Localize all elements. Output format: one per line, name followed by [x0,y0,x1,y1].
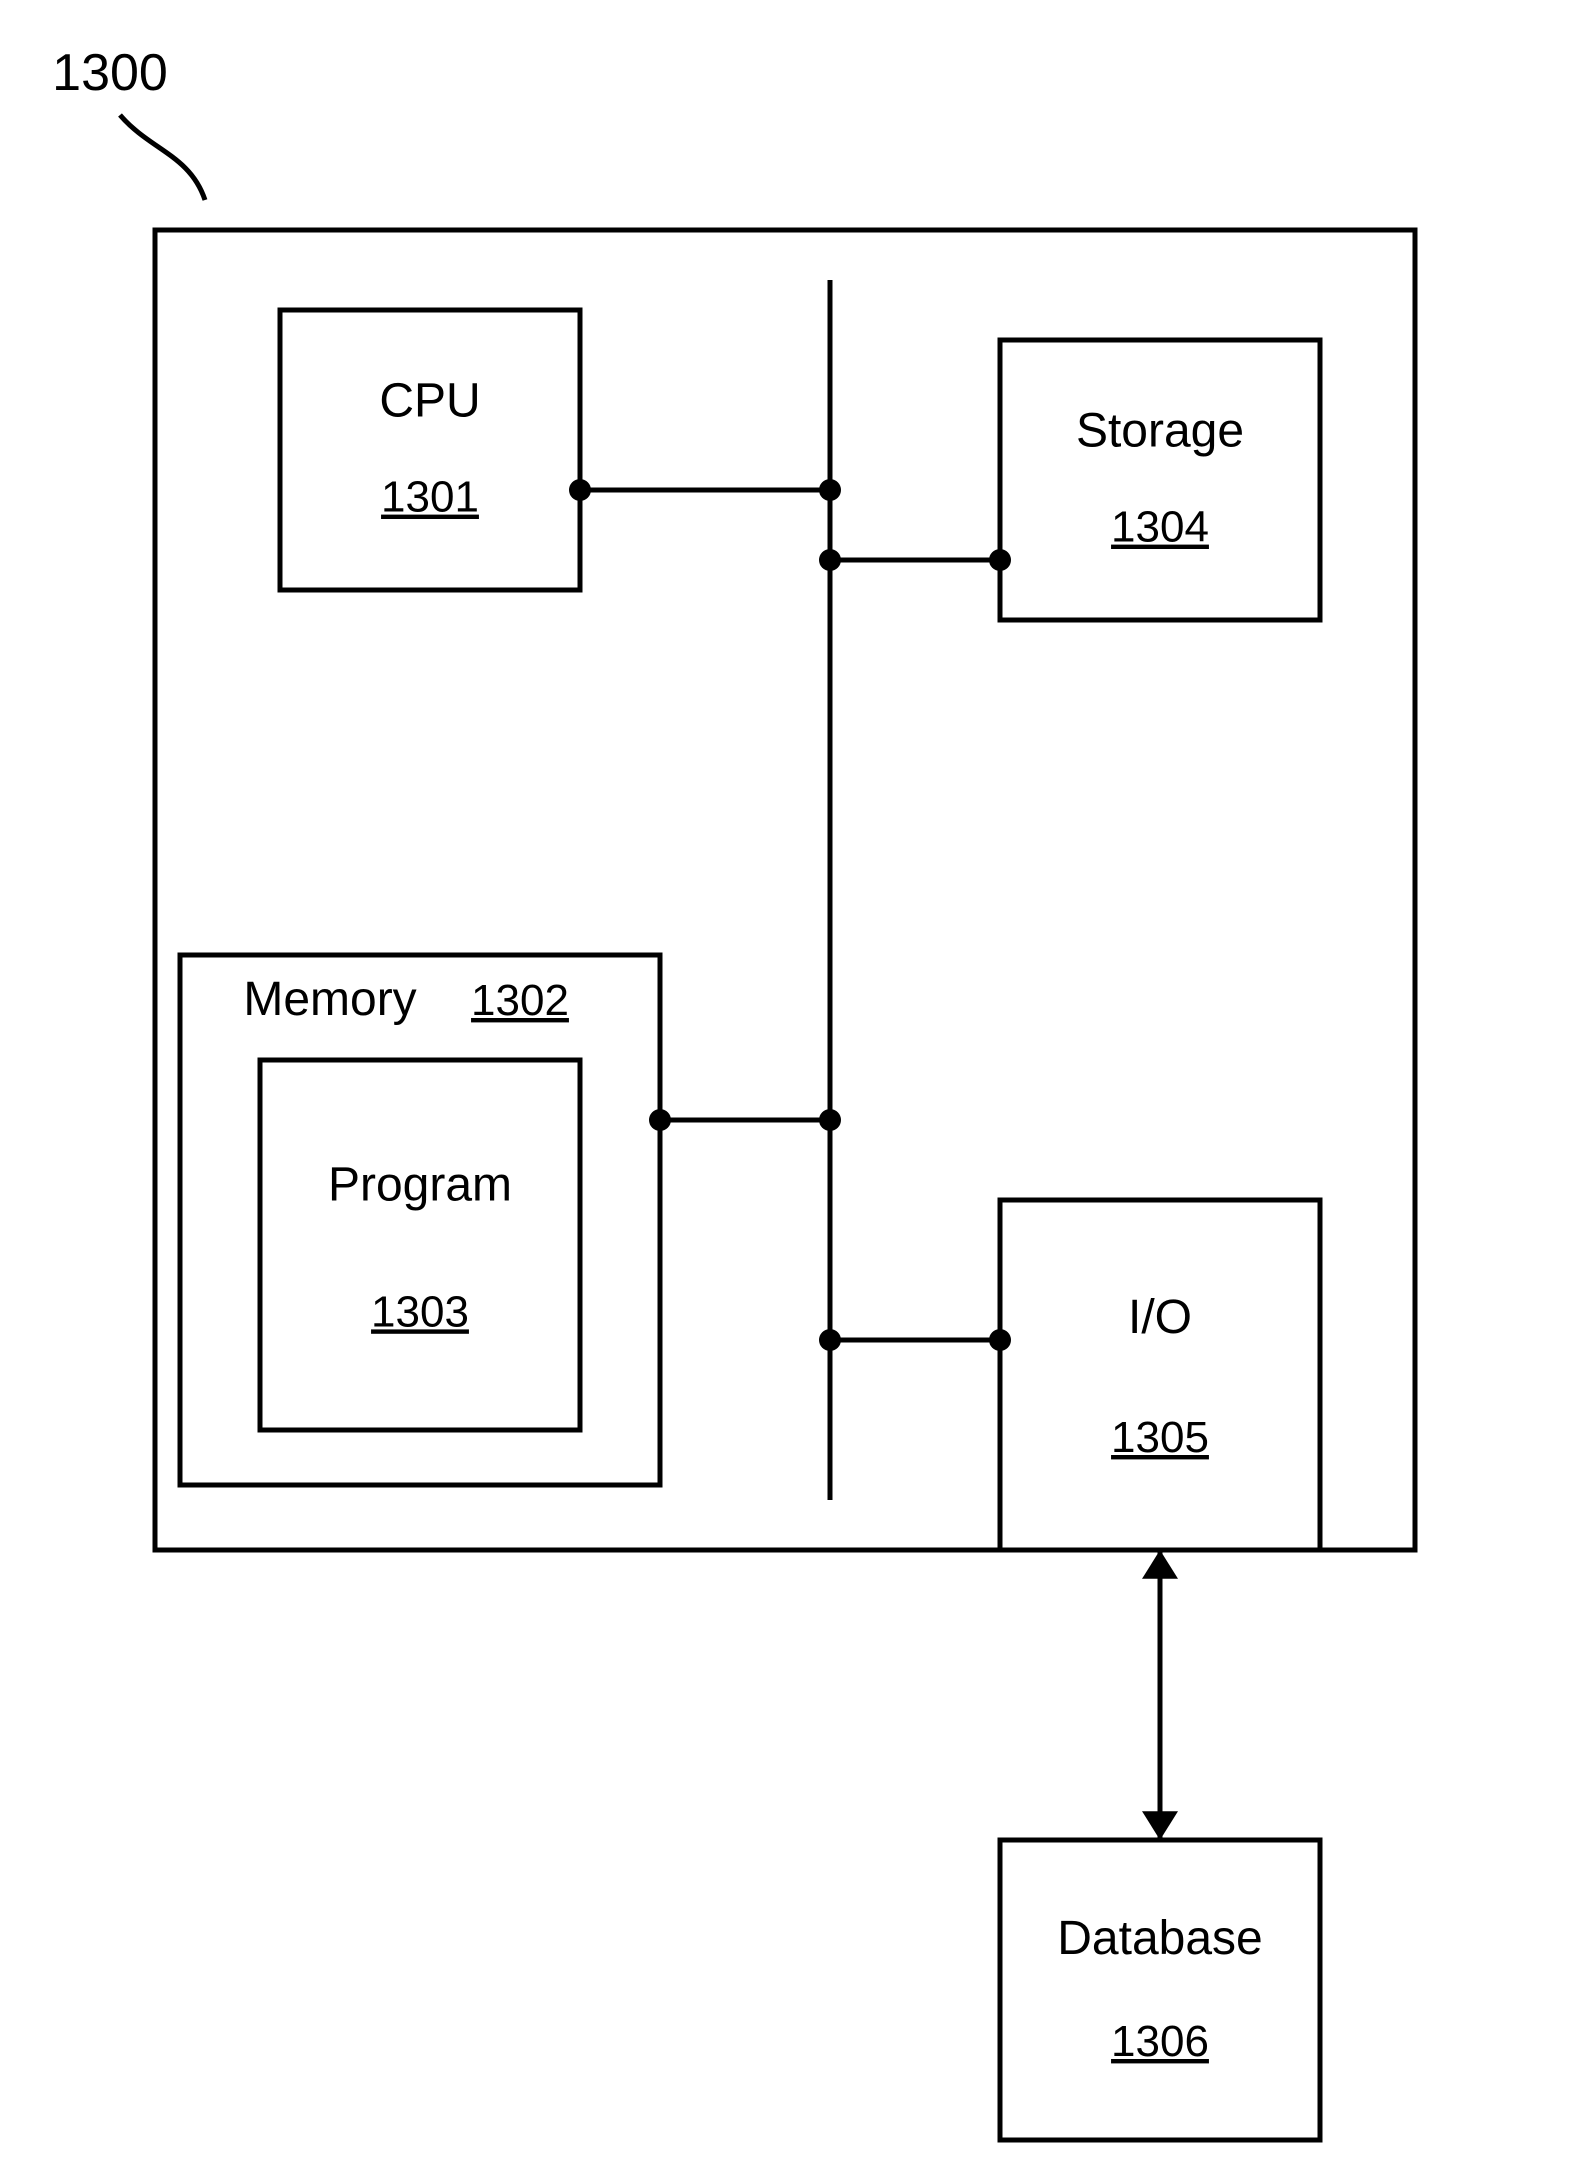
block-storage-id: 1304 [1111,503,1209,552]
connector-cpu-dot-a [569,479,591,501]
block-memory-title: Memory [243,973,416,1026]
block-database-id: 1306 [1111,2017,1209,2066]
connector-io-dot-a [819,1329,841,1351]
connector-io-dot-b [989,1329,1011,1351]
block-program-id: 1303 [371,1287,469,1336]
block-memory-id: 1302 [471,976,569,1025]
connector-memory-dot-b [819,1109,841,1131]
connector-memory-dot-a [649,1109,671,1131]
block-memory [180,955,660,1485]
block-cpu [280,310,580,590]
connector-cpu-dot-b [819,479,841,501]
block-io [1000,1200,1320,1550]
block-database [1000,1840,1320,2140]
block-program-title: Program [328,1159,512,1212]
block-io-id: 1305 [1111,1413,1209,1462]
figure-number: 1300 [52,44,168,102]
connector-storage-dot-b [989,549,1011,571]
io-database-arrow-down [1142,1811,1178,1840]
figure-leader [120,115,205,200]
io-database-arrow-up [1142,1550,1178,1579]
block-database-title: Database [1057,1912,1262,1965]
block-io-title: I/O [1128,1291,1192,1344]
block-storage-title: Storage [1076,404,1244,457]
block-storage [1000,340,1320,620]
block-cpu-title: CPU [379,374,480,427]
block-program [260,1060,580,1430]
connector-storage-dot-a [819,549,841,571]
block-cpu-id: 1301 [381,473,479,522]
